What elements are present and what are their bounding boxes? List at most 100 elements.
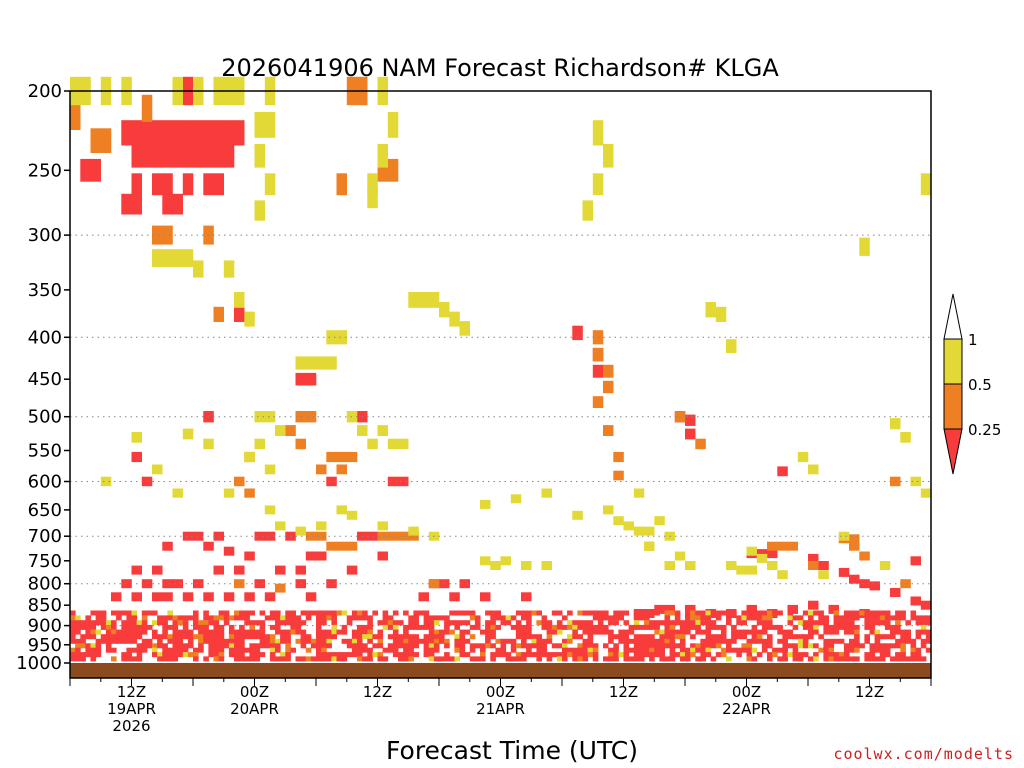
boundary-layer-cell xyxy=(95,620,102,626)
boundary-layer-cell xyxy=(357,656,363,662)
boundary-layer-cell xyxy=(351,643,358,649)
boundary-layer-cell xyxy=(644,620,650,626)
boundary-layer-cell xyxy=(208,629,214,635)
boundary-layer-cell xyxy=(536,610,542,616)
boundary-layer-cell xyxy=(808,656,814,662)
boundary-layer-cell xyxy=(95,638,102,644)
boundary-layer-cell xyxy=(459,647,466,653)
boundary-layer-cell xyxy=(131,610,138,616)
boundary-layer-cell xyxy=(890,656,896,662)
boundary-layer-cell xyxy=(408,656,414,662)
heatmap-cell xyxy=(275,425,286,436)
boundary-layer-cell xyxy=(408,638,414,644)
boundary-layer-cell xyxy=(254,647,261,653)
heatmap-cell xyxy=(316,551,327,561)
boundary-layer-cell xyxy=(638,624,645,630)
boundary-layer-cell xyxy=(152,634,158,640)
boundary-layer-cell xyxy=(562,652,568,658)
heatmap-cell xyxy=(818,561,829,570)
boundary-layer-cell xyxy=(433,620,440,626)
heatmap-cell xyxy=(336,330,347,345)
boundary-layer-cell xyxy=(100,638,107,644)
credit-text[interactable]: coolwx.com/modelts xyxy=(833,745,1014,763)
boundary-layer-cell xyxy=(141,624,148,630)
boundary-layer-cell xyxy=(187,643,194,649)
boundary-layer-cell xyxy=(746,643,753,649)
boundary-layer-cell xyxy=(572,620,578,626)
x-tick-label: 00Z xyxy=(486,683,515,701)
boundary-layer-cell xyxy=(449,610,455,616)
boundary-layer-cell xyxy=(249,620,255,626)
heatmap-cell xyxy=(510,494,522,504)
boundary-layer-cell xyxy=(726,656,732,662)
boundary-layer-cell xyxy=(838,620,845,626)
heatmap-cell xyxy=(275,583,286,593)
boundary-layer-cell xyxy=(925,638,932,644)
boundary-layer-cell xyxy=(664,638,671,644)
boundary-layer-cell xyxy=(444,656,450,662)
boundary-layer-cell xyxy=(300,634,307,640)
boundary-layer-cell xyxy=(669,638,676,644)
boundary-layer-cell xyxy=(843,624,850,630)
boundary-layer-cell xyxy=(608,629,614,635)
heatmap-cell xyxy=(838,531,850,541)
boundary-layer-cell xyxy=(521,624,527,630)
boundary-layer-cell xyxy=(500,647,507,653)
boundary-layer-cell xyxy=(736,647,742,653)
boundary-layer-cell xyxy=(239,656,245,662)
boundary-layer-cell xyxy=(423,610,430,616)
chart-title: 2026041906 NAM Forecast Richardson# KLGA xyxy=(221,54,779,82)
heatmap-cell xyxy=(162,225,173,245)
boundary-layer-cell xyxy=(285,610,291,616)
boundary-layer-cell xyxy=(105,624,112,630)
boundary-layer-cell xyxy=(341,610,348,616)
boundary-layer-cell xyxy=(167,615,173,621)
boundary-layer-cell xyxy=(854,615,860,621)
boundary-layer-cell xyxy=(715,643,722,649)
boundary-layer-cell xyxy=(126,629,132,635)
boundary-layer-cell xyxy=(203,615,209,621)
boundary-layer-cell xyxy=(392,624,399,630)
boundary-layer-cell xyxy=(341,652,348,658)
boundary-layer-cell xyxy=(895,656,901,662)
boundary-layer-cell xyxy=(567,652,573,658)
boundary-layer-cell xyxy=(172,647,179,653)
heatmap-cell xyxy=(162,592,173,602)
heatmap-cell xyxy=(152,464,163,475)
boundary-layer-cell xyxy=(895,624,901,630)
boundary-layer-cell xyxy=(80,638,86,644)
heatmap-cell xyxy=(377,158,388,182)
boundary-layer-cell xyxy=(341,624,348,630)
boundary-layer-cell xyxy=(70,652,76,658)
boundary-layer-cell xyxy=(705,610,712,616)
boundary-layer-cell xyxy=(808,624,814,630)
heatmap-cell xyxy=(367,187,378,209)
boundary-layer-cell xyxy=(480,629,486,635)
boundary-layer-cell xyxy=(705,634,712,640)
boundary-layer-cell xyxy=(674,615,681,621)
boundary-layer-cell xyxy=(746,615,753,621)
boundary-layer-cell xyxy=(387,643,394,649)
boundary-layer-cell xyxy=(741,643,747,649)
heatmap-cell xyxy=(244,592,255,602)
boundary-layer-cell xyxy=(536,652,542,658)
boundary-layer-cell xyxy=(772,652,778,658)
boundary-layer-cell xyxy=(131,620,138,626)
boundary-layer-cell xyxy=(244,656,250,662)
boundary-layer-cell xyxy=(316,638,322,644)
boundary-layer-cell xyxy=(203,610,209,616)
boundary-layer-cell xyxy=(915,647,922,653)
boundary-layer-cell xyxy=(761,647,768,653)
boundary-layer-cell xyxy=(505,656,512,662)
boundary-layer-cell xyxy=(172,652,179,658)
boundary-layer-cell xyxy=(767,620,773,626)
boundary-layer-cell xyxy=(515,629,522,635)
boundary-layer-cell xyxy=(428,629,435,635)
boundary-layer-cell xyxy=(203,620,209,626)
boundary-layer-cell xyxy=(100,620,107,626)
boundary-layer-cell xyxy=(879,656,886,662)
boundary-layer-cell xyxy=(633,656,640,662)
boundary-layer-cell xyxy=(767,634,773,640)
boundary-layer-cell xyxy=(705,652,712,658)
boundary-layer-cell xyxy=(613,647,619,653)
